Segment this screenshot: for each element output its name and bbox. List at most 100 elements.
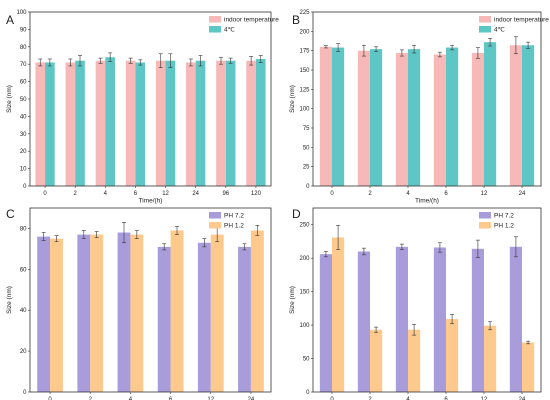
panel-a-bar-s1-0 [45,62,55,186]
panel-d-frame [312,207,542,393]
panel-b-error-s1-3 [450,44,455,51]
panel-b-error-s0-2 [399,49,404,57]
panel-c-error-s0-1 [81,230,86,239]
panel-b-error-s0-4 [475,47,480,59]
panel-c-ytick-label: 0 [23,390,27,396]
panel-c-ylabel: Size (nm) [6,286,13,314]
panel-b-ytick-label: 25 [303,165,310,171]
panel-a-error-s0-1 [68,58,73,67]
panel-a-xtick-label: 96 [222,191,229,197]
panel-b-error-s0-5 [513,36,518,55]
panel-c-xtick-label: 6 [169,397,173,400]
panel-a-error-s1-4 [168,53,173,68]
panel-b-xtick-label: 6 [444,191,448,197]
panel-a-error-s1-7 [258,55,263,63]
panel-a-xlabel: Time/(h) [139,198,163,205]
panel-a-bar-s1-4 [165,60,176,186]
panel-c-frame [29,207,272,393]
panel-d-bar-s1-2 [408,329,421,392]
panel-a-ytick-label: 80 [20,45,27,51]
panel-c-error-s1-2 [134,230,139,239]
panel-c-error-s1-3 [175,226,180,235]
panel-d-ylabel: Size (nm) [289,286,296,314]
panel-d-error-s0-3 [437,242,442,253]
panel-c-bar-s1-0 [50,238,63,392]
panel-b-xtick-label: 24 [519,191,526,197]
panel-c-legend-label-0: PH 7.2 [224,213,244,220]
panel-d-ytick-label: 0 [306,390,310,396]
panel-d-letter: D [292,207,301,221]
panel-b-bar-s1-5 [522,45,535,187]
panel-c-bar-s1-1 [90,234,104,392]
panel-d-ytick-label: 50 [303,357,310,363]
panel-a-ytick-label: 40 [20,114,27,120]
panel-d-xtick-label: 4 [406,397,410,400]
panel-d-error-s1-2 [412,324,417,336]
panel-a-bar-s1-1 [75,60,85,186]
panel-a-error-s0-5 [188,58,193,67]
panel-b-bar-s0-4 [471,52,484,187]
panel-b-frame [312,11,542,187]
panel-c-error-s1-5 [255,225,260,236]
panel-d-error-s0-5 [513,236,518,258]
panel-c-bar-s1-2 [130,234,144,392]
panel-d-error-s0-1 [361,247,366,256]
panel-a-error-s1-0 [47,58,52,67]
panel-b-bar-s0-0 [319,46,332,186]
panel-d-ytick-label: 250 [299,223,310,229]
panel-b-error-s1-0 [336,43,341,52]
panel-c-error-s0-3 [162,243,167,251]
panel-d-error-s1-5 [526,340,531,345]
panel-b-xtick-label: 2 [368,191,372,197]
panel-a-ytick-label: 0 [23,184,27,190]
panel-b-legend-label-1: 4℃ [494,27,506,34]
panel-b-bar-s0-2 [395,52,408,187]
panel-d-bar-s1-3 [446,319,459,392]
panel-b-error-s1-4 [488,37,493,47]
panel-a-ytick-label: 10 [20,167,27,173]
panel-b-legend-swatch-1 [479,26,491,33]
panel-c-bar-s1-5 [250,230,264,392]
panel-a-error-s1-1 [78,55,83,67]
panel-b-ytick-label: 225 [299,10,310,16]
panel-c-bar-s1-3 [170,230,184,392]
panel-a-error-s0-0 [38,58,43,67]
panel-a-bar-s0-3 [125,60,136,186]
panel-c-xtick-label: 12 [207,397,214,400]
panel-d-bar-s1-5 [522,342,535,392]
panel-a-bar-s1-6 [225,60,236,186]
panel-d-legend-swatch-0 [479,212,491,219]
panel-b-legend-label-0: indoor temperature [494,17,549,24]
panel-d-legend-label-0: PH 7.2 [494,213,514,220]
panel-d-legend-label-1: PH 1.2 [494,223,514,230]
panel-b-ytick-label: 50 [303,145,310,151]
panel-c-error-s0-5 [242,243,247,251]
panel-d-bar-s0-2 [395,246,408,392]
panel-d-error-s1-0 [336,225,341,250]
panel-c-legend-label-1: PH 1.2 [224,223,244,230]
panel-c-letter: C [6,207,15,221]
panel-d-error-s0-4 [475,239,480,258]
panel-c-bar-s1-4 [210,234,224,392]
panel-b-bar-s1-1 [370,49,383,187]
panel-a-ytick-label: 60 [20,80,27,86]
panel-a-legend-swatch-1 [209,26,221,33]
panel-c-ytick-label: 60 [20,267,27,273]
panel-a-error-s0-4 [158,53,163,68]
panel-c-xtick-label: 2 [89,397,93,400]
panel-a-legend-swatch-0 [209,16,221,23]
panel-b-bar-s1-2 [408,49,421,187]
panel-a-legend-label-1: 4℃ [224,27,236,34]
panel-a-ytick-label: 20 [20,149,27,155]
panel-a-error-s1-2 [108,52,113,62]
panel-a-error-s1-3 [138,59,143,66]
panel-d-ytick-label: 150 [299,290,310,296]
panel-b-error-s0-3 [437,51,442,58]
panel-d-xtick-label: 6 [444,397,448,400]
panel-a-bar-s0-4 [155,60,166,186]
panel-b-bar-s1-3 [446,47,459,186]
panel-b-letter: B [292,13,300,27]
panel-b-legend-swatch-0 [479,16,491,23]
panel-c-error-s1-0 [54,235,59,243]
panel-a-bar-s1-3 [135,62,146,186]
